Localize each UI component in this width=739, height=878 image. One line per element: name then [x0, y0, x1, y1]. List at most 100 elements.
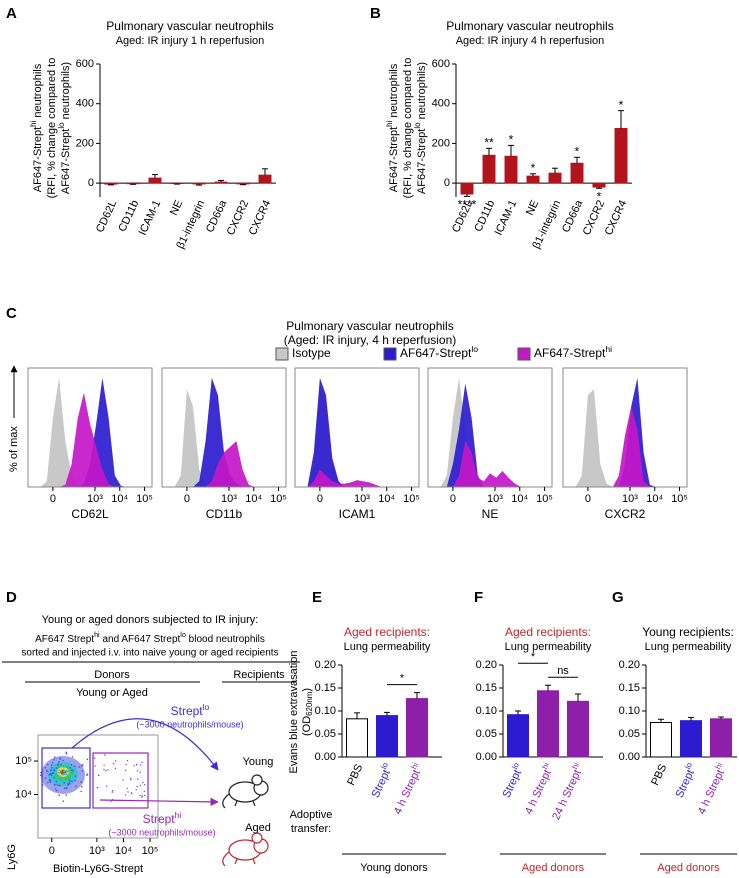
chart-title: Pulmonary vascular neutrophils	[286, 319, 453, 333]
y-tick-label: 10⁵	[15, 755, 32, 767]
bar	[537, 690, 559, 758]
chart-title: Aged recipients:	[505, 625, 591, 639]
chart-title: Aged: IR injury 4 h reperfusion	[456, 35, 605, 47]
mouse-legs	[234, 800, 256, 807]
x-tick-label: 10⁴	[115, 845, 132, 857]
plot-frame	[562, 367, 688, 488]
cell-dot	[81, 770, 84, 772]
cell-dot	[53, 783, 56, 786]
cell-dot	[59, 775, 61, 777]
cell-dot	[142, 781, 144, 784]
bar	[507, 714, 529, 758]
text-part: hi	[605, 344, 612, 354]
text-part: lo	[683, 761, 694, 771]
row-label: transfer:	[291, 823, 331, 835]
cell-dot	[53, 774, 55, 777]
text-part: AF647-Strept	[534, 346, 606, 360]
mouse-young	[222, 774, 269, 809]
y-axis-label: % of max	[8, 426, 20, 472]
cell-dot	[59, 785, 61, 787]
y-tick-label: 200	[76, 137, 94, 149]
x-tick-label: 10⁵	[270, 493, 287, 505]
text-part: 4 h Strept	[523, 768, 554, 816]
x-tick-label: 10⁵	[136, 493, 153, 505]
y-axis-label: AF647-Streptlo neutrophils)	[413, 62, 428, 194]
y-axis-label: Evans blue extravasation	[288, 651, 300, 774]
cell-dot	[78, 766, 81, 768]
panel-letter: F	[474, 589, 483, 606]
cell-dot	[63, 787, 66, 789]
text-part: Strept	[500, 768, 523, 800]
histogram-area	[174, 389, 280, 487]
mouse-tail	[222, 851, 230, 867]
bar	[214, 181, 228, 184]
cell-dot	[50, 769, 52, 771]
chart-title: Young recipients:	[642, 625, 734, 639]
legend-swatch	[383, 347, 397, 361]
y-tick-label: 0.00	[619, 751, 640, 763]
x-axis-label: NE	[482, 507, 499, 521]
x-tick-label: 10⁵	[671, 493, 688, 505]
mouse-tail	[222, 793, 230, 809]
significance-label: *	[575, 144, 580, 158]
text-part: AF647-Strept	[400, 346, 472, 360]
gate-count: (~3000 neutrophils/mouse)	[136, 719, 243, 729]
column-header: Donors	[94, 669, 130, 681]
cell-dot	[49, 781, 52, 784]
x-tick-label: PBS	[649, 762, 669, 787]
text-part: hi	[385, 120, 394, 126]
text-part: neutrophils)	[60, 62, 72, 123]
y-axis-label: AF647-Strepthi neutrophils	[385, 63, 400, 192]
cell-dot	[71, 780, 73, 783]
cell-dot	[80, 765, 83, 767]
cell-dot	[55, 780, 58, 783]
footer-label: Aged donors	[522, 862, 585, 874]
text-part: hi	[570, 761, 581, 771]
y-tick-label: 400	[76, 98, 94, 110]
x-tick-label: 0	[585, 493, 591, 505]
y-tick-label: 0.05	[476, 728, 497, 740]
x-tick-label: 10³	[487, 493, 503, 505]
bar	[346, 718, 368, 758]
cell-dot	[106, 785, 108, 787]
cell-dot	[65, 752, 68, 755]
histogram-area	[40, 392, 146, 487]
x-tick-label: 4 h Strepthi	[520, 761, 556, 816]
cell-dot	[55, 769, 58, 771]
cell-dot	[55, 767, 58, 769]
y-axis-label: (OD620nm)	[301, 688, 314, 736]
y-tick-label: 0.15	[619, 682, 640, 694]
text-part: Strept	[171, 704, 204, 718]
cell-dot	[103, 768, 105, 771]
text-part: hi	[175, 810, 182, 820]
x-tick-label: Streptlo	[498, 761, 527, 800]
x-tick-label: 10³	[87, 493, 103, 505]
cell-dot	[86, 774, 88, 776]
cell-dot	[70, 774, 72, 776]
cell-dot	[68, 768, 71, 770]
cell-dot	[57, 778, 59, 780]
cell-dot	[103, 764, 105, 766]
cell-dot	[62, 778, 65, 781]
cell-dot	[62, 781, 65, 783]
cell-dot	[39, 774, 42, 777]
x-tick-label: 0	[49, 845, 55, 857]
y-tick-label: 600	[432, 58, 450, 70]
cell-dot	[62, 800, 65, 802]
y-tick-label: 0	[88, 177, 94, 189]
cell-dot	[69, 767, 71, 769]
significance-label: ****	[458, 198, 477, 212]
chart-title: Pulmonary vascular neutrophils	[446, 19, 613, 33]
cell-dot	[60, 765, 62, 768]
bar	[406, 698, 428, 758]
text-part: hi	[29, 120, 38, 126]
cell-dot	[139, 764, 142, 766]
y-tick-label: 0.20	[315, 659, 336, 671]
bar	[614, 128, 628, 184]
cell-dot	[65, 772, 67, 775]
y-tick-label: 0.15	[476, 682, 497, 694]
y-tick-label: 0.20	[476, 659, 497, 671]
cell-dot	[56, 789, 58, 792]
cell-dot	[141, 796, 143, 798]
x-tick-label: 10³	[622, 493, 638, 505]
